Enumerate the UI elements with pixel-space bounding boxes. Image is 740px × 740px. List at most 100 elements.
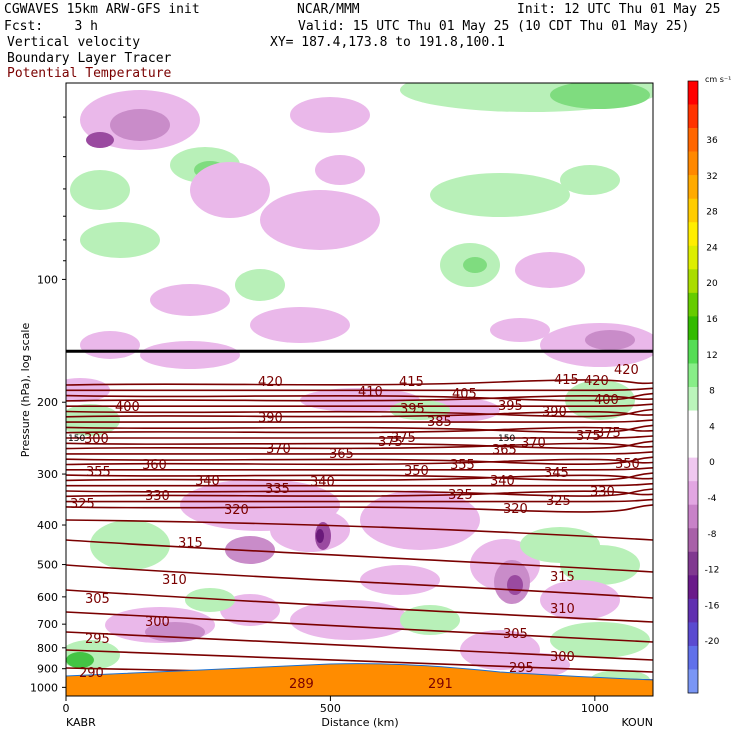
terrain-fill [66,663,653,696]
colorbar-tick-label: -4 [708,494,717,504]
theta-label: 305 [85,592,110,607]
theta-label: 330 [590,485,615,500]
colorbar-swatch [688,316,698,341]
vv-contour-fill [70,170,130,210]
colorbar-swatch [688,245,698,270]
y-tick-label: 100 [37,273,58,286]
field-potential-temperature: Potential Temperature [7,66,172,81]
theta-isentrope [66,490,653,498]
theta-label: 420 [584,374,609,389]
theta-label: 310 [550,602,575,617]
colorbar-swatch [688,622,698,647]
theta-label: 295 [85,632,110,647]
colorbar-tick-label: -16 [705,601,720,611]
start-station-label: KABR [66,716,96,729]
vv-contour-fill [140,341,240,369]
vv-contour-fill [315,155,365,185]
colorbar-swatch [688,434,698,458]
colorbar-tick-label: 16 [706,315,718,325]
theta-label: 415 [554,373,579,388]
vv-contour-fill [550,83,650,109]
x-axis-label: Distance (km) [321,716,398,729]
theta-label: 315 [178,536,203,551]
theta-label: 300 [145,615,170,630]
theta-isentrope [66,649,653,673]
y-tick-label: 600 [37,591,58,604]
theta-label: 420 [258,375,283,390]
theta-isentrope [66,419,653,423]
theta-label: 345 [544,466,569,481]
theta-isentrope [66,426,653,434]
theta-label: 291 [428,677,453,692]
y-tick-label: 500 [37,559,58,572]
colorbar-swatch [688,151,698,176]
title-left: CGWAVES 15km ARW-GFS init [4,2,200,17]
theta-label: 300 [550,650,575,665]
theta-label: 375 [576,429,601,444]
vv-contour-fill [400,605,460,635]
y-tick-label: 700 [37,618,58,631]
theta-label: 295 [509,661,534,676]
init-time: Init: 12 UTC Thu 01 May 25 [517,2,721,17]
vv-contour-fill [270,508,350,552]
colorbar-tick-label: -8 [708,530,717,540]
theta-label: 395 [400,402,425,417]
theta-label: 405 [452,387,477,402]
theta-label: 420 [614,363,639,378]
x-tick-label: 1000 [581,702,609,715]
theta-label: 335 [265,482,290,497]
theta-label: 375 [391,431,416,446]
colorbar-swatch [688,339,698,364]
theta-isentrope [66,467,653,471]
colorbar-swatch [688,81,698,105]
theta-label: 355 [450,458,475,473]
colorbar-swatch [688,128,698,152]
colorbar-swatch [688,410,698,435]
theta-label: 390 [542,405,567,420]
theta-label: 370 [266,442,291,457]
theta-isentrope [66,564,653,599]
colorbar-swatch [688,481,698,505]
colorbar-tick-label: -20 [705,637,720,647]
vv-contour-fill [90,520,170,570]
theta-isentrope [66,498,653,503]
vv-contour-fill [510,653,570,677]
theta-isentrope [66,442,653,450]
vv-contour-fill [80,331,140,359]
axes: 100 200 300 400 500 600 700 800 900 1000 0 500 1000 D… [19,116,653,729]
potential-temperature-contours [66,349,653,681]
title-mid: NCAR/MMM [297,2,360,17]
theta-label: 390 [258,411,283,426]
vv-contour-fill [490,318,550,342]
colorbar-swatch [688,575,698,600]
theta-label: 395 [498,399,523,414]
colorbar-swatch [688,551,698,576]
theta-isentrope [66,451,653,455]
colorbar-tick-label: 4 [709,422,715,432]
theta-isentrope [66,379,653,386]
vv-contour-fill [430,173,570,217]
vv-contour-fill [360,565,440,595]
theta-label: 305 [503,627,528,642]
vv-contour-fill [80,222,160,258]
theta-label: 360 [142,458,167,473]
y-tick-label: 1000 [30,681,58,694]
theta-label: 350 [615,457,640,472]
colorbar-swatch [688,222,698,247]
vv-contour-fill [110,109,170,141]
colorbar-tick-label: 0 [709,458,715,468]
vv-contour-fill [463,257,487,273]
theta-isentrope [66,589,653,623]
theta-label: 315 [550,570,575,585]
colorbar-swatch [688,269,698,294]
vv-contour-fill [507,575,523,595]
colorbar-swatch [688,104,698,129]
theta-isentrope [66,435,653,439]
theta-label: 320 [503,502,528,517]
vv-contour-fill [290,600,410,640]
colorbar-tick-label: 36 [706,136,718,146]
theta-label: 340 [195,474,220,489]
theta-label: 340 [310,475,335,490]
colorbar-swatch [688,528,698,553]
colorbar-swatch [688,504,698,529]
